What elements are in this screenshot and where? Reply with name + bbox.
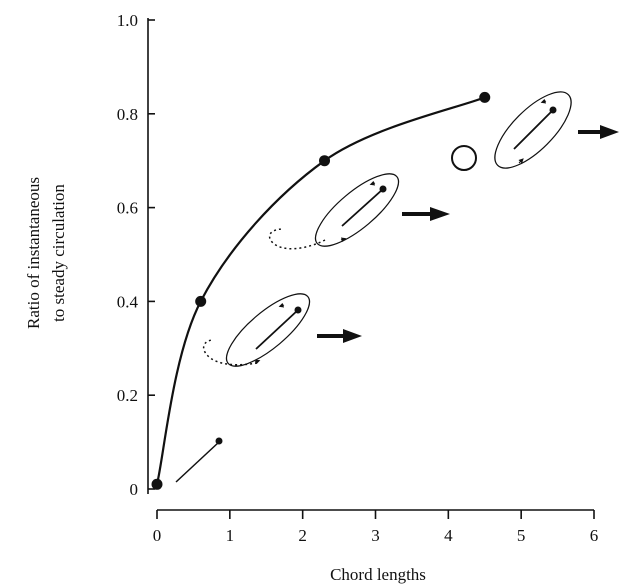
y-tick-label: 0 [130, 480, 139, 499]
flow-arrow-3-head [430, 207, 450, 221]
wake-3 [268, 228, 326, 250]
flow-arrow-2-head [343, 329, 362, 343]
shed-vortex-circle [451, 145, 477, 171]
x-tick-label: 2 [298, 526, 307, 545]
data-point [479, 91, 491, 103]
x-tick-label: 6 [590, 526, 599, 545]
vortex-sketch-3 [268, 173, 450, 250]
y-tick-label: 0.2 [117, 386, 138, 405]
vortex-2-arrow-b [254, 359, 261, 365]
vortex-sketch-4 [494, 91, 619, 169]
plate-4 [513, 109, 554, 150]
vortex-3-arrow-b [340, 237, 347, 243]
x-tick-label: 1 [226, 526, 235, 545]
plate-3-edge [379, 185, 387, 193]
plate-3 [341, 188, 384, 227]
wake-2 [202, 339, 258, 366]
x-axis-title: Chord lengths [330, 565, 426, 584]
axes [147, 18, 594, 511]
plate-2 [255, 309, 299, 350]
series-curve [155, 96, 486, 485]
y-ticks: 0 0.2 0.4 0.6 0.8 1.0 [117, 11, 155, 499]
plate-2-edge [294, 306, 302, 314]
vortex-sketch-1 [175, 437, 223, 483]
shed-vortex [451, 145, 477, 171]
data-point [195, 295, 207, 307]
y-tick-label: 0.6 [117, 199, 138, 218]
y-tick-label: 0.4 [117, 292, 139, 311]
y-axis-title-line-1: Ratio of instantaneous [24, 177, 43, 329]
x-tick-label: 3 [371, 526, 380, 545]
vortex-3-arrow-a [369, 180, 376, 186]
vortex-2-ellipse [225, 293, 311, 367]
vortex-2-arrow-a [278, 302, 285, 308]
series-points [151, 91, 491, 490]
x-tick-label: 4 [444, 526, 453, 545]
plate-4-edge [549, 106, 557, 114]
y-tick-label: 1.0 [117, 11, 138, 30]
x-tick-label: 5 [517, 526, 526, 545]
y-tick-label: 0.8 [117, 105, 138, 124]
data-point [319, 155, 331, 167]
x-ticks: 0 1 2 3 4 5 6 [153, 510, 599, 545]
vortex-3-ellipse [314, 173, 400, 247]
y-axis-title: Ratio of instantaneous to steady circula… [24, 177, 68, 329]
plate-1 [175, 441, 220, 483]
plate-1-edge [215, 437, 223, 445]
vortex-4-ellipse [494, 91, 572, 169]
flow-arrow-4-head [600, 125, 619, 139]
data-point [151, 478, 163, 490]
vortex-sketch-2 [202, 293, 362, 367]
x-tick-label: 0 [153, 526, 162, 545]
vortex-4-arrow-a [540, 98, 547, 104]
y-axis-title-line-2: to steady circulation [49, 184, 68, 322]
vortex-4-arrow-b [518, 158, 524, 164]
